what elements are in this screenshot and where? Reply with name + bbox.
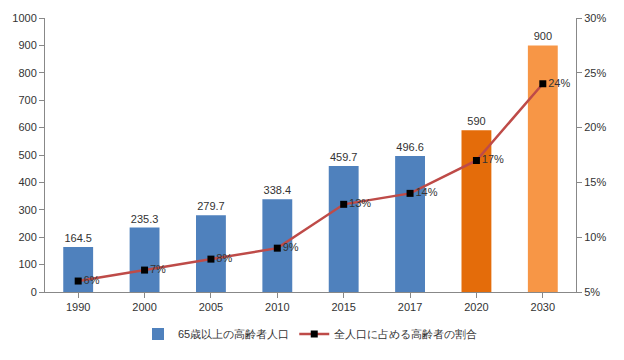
svg-text:1990: 1990 [66, 301, 90, 313]
svg-text:9%: 9% [283, 241, 299, 253]
svg-text:10%: 10% [584, 231, 606, 243]
svg-text:30%: 30% [584, 12, 606, 24]
svg-text:24%: 24% [548, 77, 570, 89]
svg-text:8%: 8% [216, 252, 232, 264]
svg-text:700: 700 [18, 94, 36, 106]
svg-text:279.7: 279.7 [197, 200, 225, 212]
svg-text:500: 500 [18, 149, 36, 161]
svg-text:1000: 1000 [12, 12, 36, 24]
svg-text:2030: 2030 [531, 301, 555, 313]
svg-text:2005: 2005 [199, 301, 223, 313]
svg-text:2020: 2020 [464, 301, 488, 313]
svg-text:2015: 2015 [331, 301, 355, 313]
svg-text:496.6: 496.6 [396, 141, 424, 153]
svg-text:900: 900 [18, 39, 36, 51]
svg-text:200: 200 [18, 231, 36, 243]
svg-text:2017: 2017 [398, 301, 422, 313]
svg-text:6%: 6% [84, 274, 100, 286]
svg-text:900: 900 [534, 30, 552, 42]
svg-text:235.3: 235.3 [131, 213, 159, 225]
svg-text:338.4: 338.4 [264, 184, 292, 196]
svg-text:全人口に占める高齢者の割合: 全人口に占める高齢者の割合 [334, 328, 477, 340]
svg-text:5%: 5% [584, 286, 600, 298]
svg-text:590: 590 [467, 115, 485, 127]
svg-text:600: 600 [18, 121, 36, 133]
svg-text:800: 800 [18, 67, 36, 79]
svg-text:164.5: 164.5 [64, 232, 92, 244]
svg-text:2000: 2000 [132, 301, 156, 313]
svg-text:0: 0 [31, 286, 37, 298]
svg-text:20%: 20% [584, 121, 606, 133]
svg-text:300: 300 [18, 204, 36, 216]
svg-text:15%: 15% [584, 176, 606, 188]
svg-text:65歳以上の高齢者人口: 65歳以上の高齢者人口 [178, 328, 289, 340]
svg-text:17%: 17% [482, 153, 504, 165]
svg-text:100: 100 [18, 258, 36, 270]
svg-text:13%: 13% [349, 197, 371, 209]
svg-text:459.7: 459.7 [330, 151, 358, 163]
svg-text:7%: 7% [150, 263, 166, 275]
svg-text:25%: 25% [584, 67, 606, 79]
svg-text:14%: 14% [415, 186, 437, 198]
svg-text:400: 400 [18, 176, 36, 188]
svg-text:2010: 2010 [265, 301, 289, 313]
